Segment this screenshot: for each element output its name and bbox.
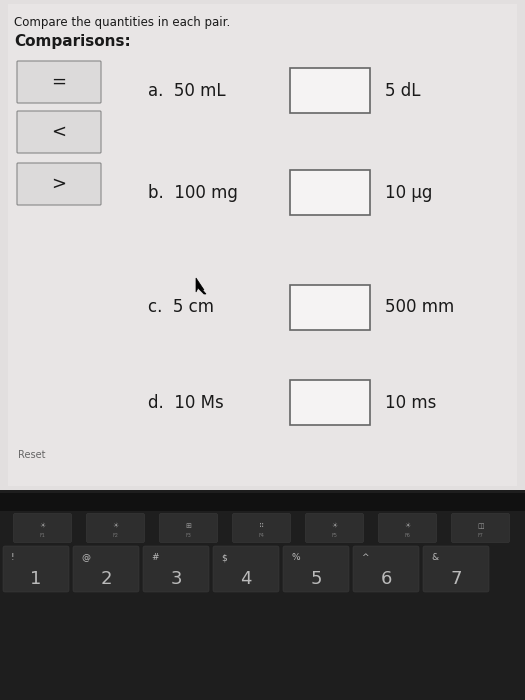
Bar bbox=[290, 68, 370, 113]
Text: 1: 1 bbox=[30, 570, 41, 588]
Bar bbox=[290, 380, 370, 425]
FancyBboxPatch shape bbox=[283, 546, 349, 592]
FancyBboxPatch shape bbox=[14, 514, 71, 542]
Text: Compare the quantities in each pair.: Compare the quantities in each pair. bbox=[14, 16, 230, 29]
Text: 500 mm: 500 mm bbox=[385, 298, 454, 316]
Text: ◫: ◫ bbox=[477, 523, 484, 529]
Text: @: @ bbox=[81, 554, 90, 563]
Text: Reset: Reset bbox=[18, 450, 46, 460]
Text: d.  10 Ms: d. 10 Ms bbox=[148, 393, 224, 412]
Text: 5 dL: 5 dL bbox=[385, 81, 421, 99]
Text: ☀: ☀ bbox=[404, 523, 411, 529]
FancyBboxPatch shape bbox=[379, 514, 436, 542]
Text: ⊞: ⊞ bbox=[185, 523, 192, 529]
Text: F2: F2 bbox=[112, 533, 119, 538]
Text: 5: 5 bbox=[310, 570, 322, 588]
FancyBboxPatch shape bbox=[73, 546, 139, 592]
Text: 7: 7 bbox=[450, 570, 462, 588]
FancyBboxPatch shape bbox=[3, 546, 69, 592]
Text: F6: F6 bbox=[405, 533, 411, 538]
FancyBboxPatch shape bbox=[353, 546, 419, 592]
Text: F3: F3 bbox=[185, 533, 192, 538]
Text: F4: F4 bbox=[258, 533, 265, 538]
Text: =: = bbox=[51, 73, 67, 91]
Bar bbox=[0, 488, 525, 700]
Text: <: < bbox=[51, 123, 67, 141]
Text: ^: ^ bbox=[361, 554, 369, 563]
Polygon shape bbox=[196, 278, 206, 294]
Text: b.  100 mg: b. 100 mg bbox=[148, 183, 238, 202]
Text: 6: 6 bbox=[380, 570, 392, 588]
FancyBboxPatch shape bbox=[423, 546, 489, 592]
Text: >: > bbox=[51, 175, 67, 193]
Text: &: & bbox=[431, 554, 438, 563]
Text: ⠿: ⠿ bbox=[259, 523, 264, 529]
FancyBboxPatch shape bbox=[213, 546, 279, 592]
Text: c.  5 cm: c. 5 cm bbox=[148, 298, 214, 316]
FancyBboxPatch shape bbox=[306, 514, 363, 542]
FancyBboxPatch shape bbox=[452, 514, 509, 542]
Text: 3: 3 bbox=[170, 570, 182, 588]
Bar bbox=[0, 0, 525, 490]
Bar bbox=[0, 493, 525, 511]
Text: %: % bbox=[291, 554, 300, 563]
FancyBboxPatch shape bbox=[17, 163, 101, 205]
FancyBboxPatch shape bbox=[233, 514, 290, 542]
Bar bbox=[8, 4, 517, 486]
Text: ☀: ☀ bbox=[331, 523, 338, 529]
FancyBboxPatch shape bbox=[17, 111, 101, 153]
Text: a.  50 mL: a. 50 mL bbox=[148, 81, 226, 99]
FancyBboxPatch shape bbox=[17, 61, 101, 103]
FancyBboxPatch shape bbox=[143, 546, 209, 592]
Text: #: # bbox=[151, 554, 159, 563]
Text: F1: F1 bbox=[39, 533, 46, 538]
Text: $: $ bbox=[221, 554, 227, 563]
FancyBboxPatch shape bbox=[87, 514, 144, 542]
Text: F7: F7 bbox=[478, 533, 484, 538]
Text: ☀: ☀ bbox=[39, 523, 46, 529]
Text: 2: 2 bbox=[100, 570, 112, 588]
Text: 10 μg: 10 μg bbox=[385, 183, 433, 202]
Bar bbox=[290, 285, 370, 330]
Text: Comparisons:: Comparisons: bbox=[14, 34, 131, 49]
Bar bbox=[290, 170, 370, 215]
Text: 10 ms: 10 ms bbox=[385, 393, 436, 412]
Text: !: ! bbox=[11, 554, 15, 563]
Text: ☀: ☀ bbox=[112, 523, 119, 529]
Text: F5: F5 bbox=[332, 533, 338, 538]
Text: 4: 4 bbox=[240, 570, 252, 588]
FancyBboxPatch shape bbox=[160, 514, 217, 542]
